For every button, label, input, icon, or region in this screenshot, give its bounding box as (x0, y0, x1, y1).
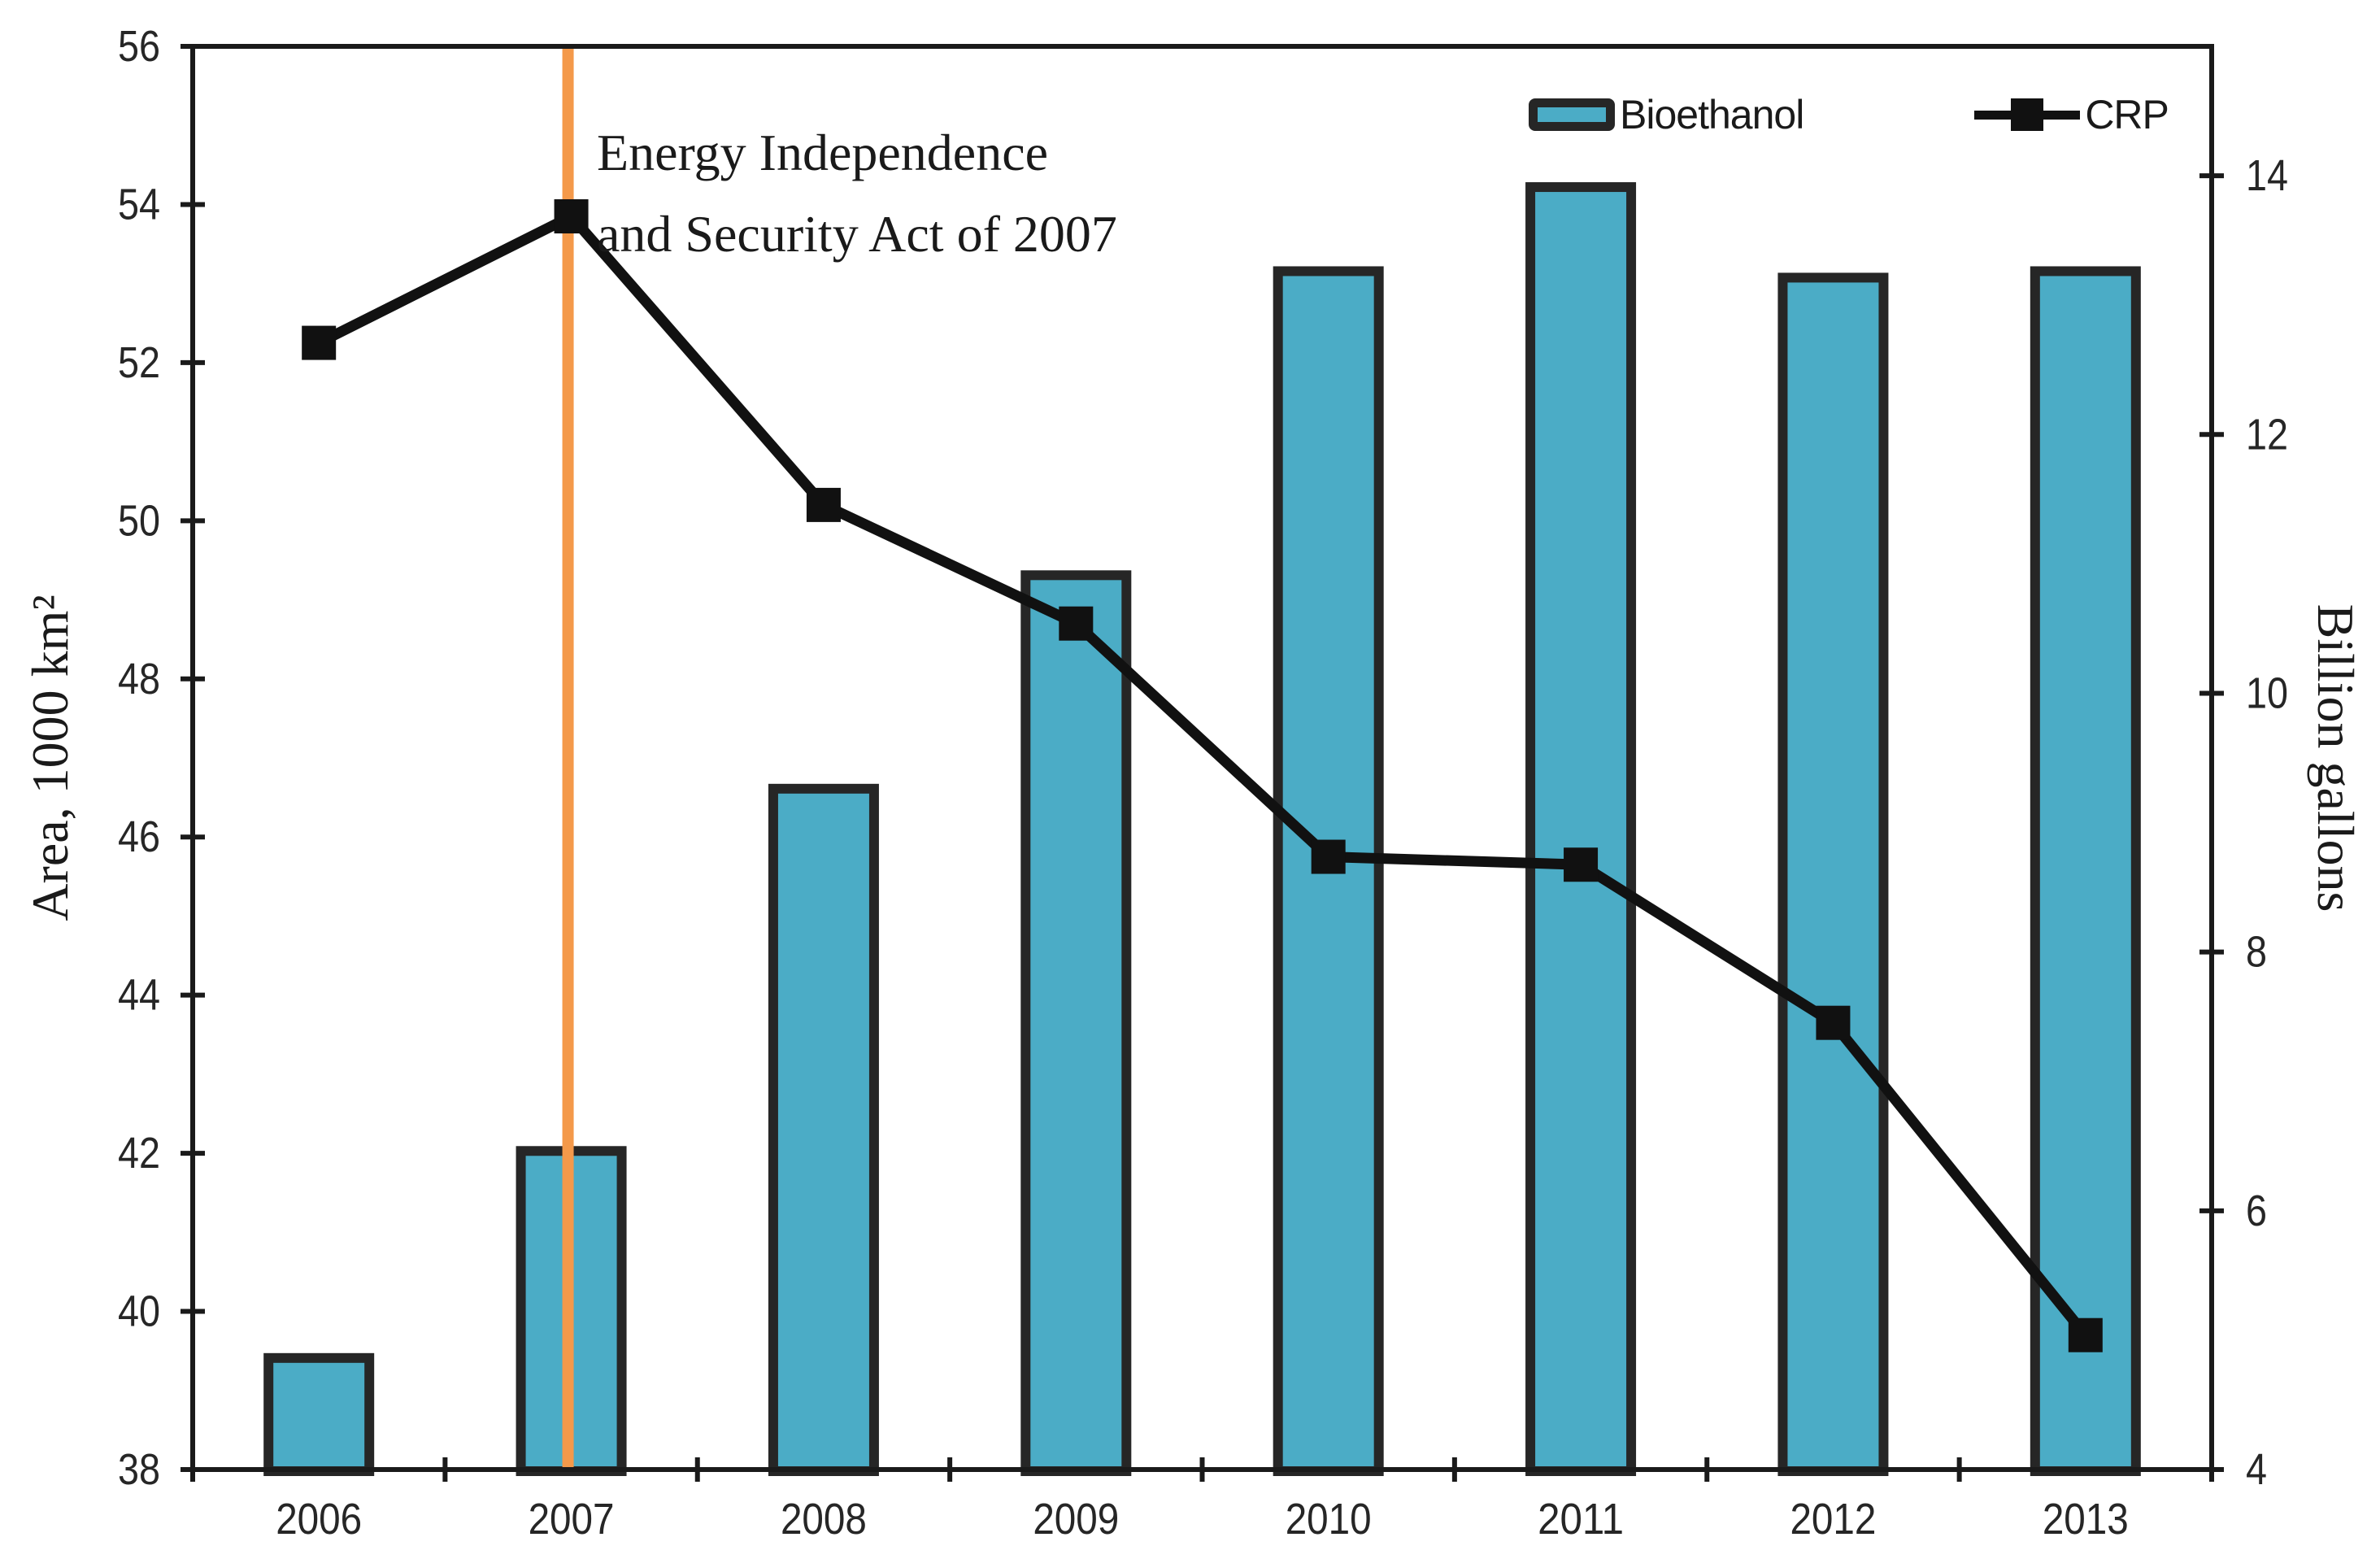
crp-marker-2008 (806, 487, 841, 522)
event-vline (562, 46, 574, 1470)
annotation-line-2: and Security Act of 2007 (597, 205, 1117, 263)
left-tick-label-56: 56 (118, 22, 160, 71)
x-label-2008: 2008 (781, 1495, 867, 1544)
crp-marker-2010 (1311, 839, 1346, 874)
bar-swatch-icon (1529, 98, 1615, 131)
bar-2012 (1777, 272, 1889, 1477)
legend-item-bioethanol: Bioethanol (1529, 91, 1804, 138)
crp-marker-2013 (2068, 1317, 2103, 1352)
legend-label-bioethanol: Bioethanol (1620, 92, 1804, 137)
crp-marker-2011 (1564, 847, 1599, 882)
right-tick-label-4: 4 (2246, 1445, 2267, 1494)
crp-marker-2007 (554, 199, 589, 234)
x-label-2013: 2013 (2043, 1495, 2129, 1544)
right-tick-label-8: 8 (2246, 928, 2267, 977)
left-tick-label-46: 46 (118, 812, 160, 861)
right-tick-label-14: 14 (2246, 151, 2288, 200)
left-tick-label-54: 54 (118, 180, 160, 229)
x-label-2010: 2010 (1286, 1495, 1372, 1544)
crp-line (316, 209, 2090, 1339)
left-tick-label-50: 50 (118, 496, 160, 545)
left-axis-title: Area, 1000 km² (21, 594, 79, 921)
crp-marker-2009 (1059, 606, 1094, 641)
legend-item-crp: CRP (1974, 91, 2169, 138)
left-tick-label-40: 40 (118, 1287, 160, 1336)
right-tick-label-10: 10 (2246, 668, 2288, 717)
x-label-2011: 2011 (1538, 1495, 1624, 1544)
x-label-2009: 2009 (1033, 1495, 1119, 1544)
left-tick-label-42: 42 (118, 1129, 160, 1178)
legend: Bioethanol CRP (1529, 91, 2169, 138)
bar-2011 (1525, 182, 1637, 1477)
crp-marker-2006 (302, 325, 337, 360)
left-tick-label-52: 52 (118, 338, 160, 387)
line-marker-swatch-icon (1974, 97, 2081, 133)
right-tick-label-6: 6 (2246, 1187, 2267, 1235)
x-label-2012: 2012 (1790, 1495, 1876, 1544)
left-tick-label-44: 44 (118, 971, 160, 1020)
bar-2008 (768, 783, 879, 1476)
right-axis-title: Billion gallons (2307, 603, 2365, 912)
right-tick-label-12: 12 (2246, 410, 2288, 459)
crp-marker-2012 (1816, 1005, 1851, 1040)
bar-2009 (1020, 570, 1132, 1476)
x-label-2006: 2006 (276, 1495, 362, 1544)
event-annotation: Energy Independence and Security Act of … (597, 112, 1117, 275)
left-tick-label-48: 48 (118, 655, 160, 703)
annotation-line-1: Energy Independence (597, 124, 1048, 181)
legend-label-crp: CRP (2085, 92, 2169, 137)
x-label-2007: 2007 (529, 1495, 615, 1544)
bar-2006 (263, 1352, 375, 1477)
left-tick-label-38: 38 (118, 1445, 160, 1494)
